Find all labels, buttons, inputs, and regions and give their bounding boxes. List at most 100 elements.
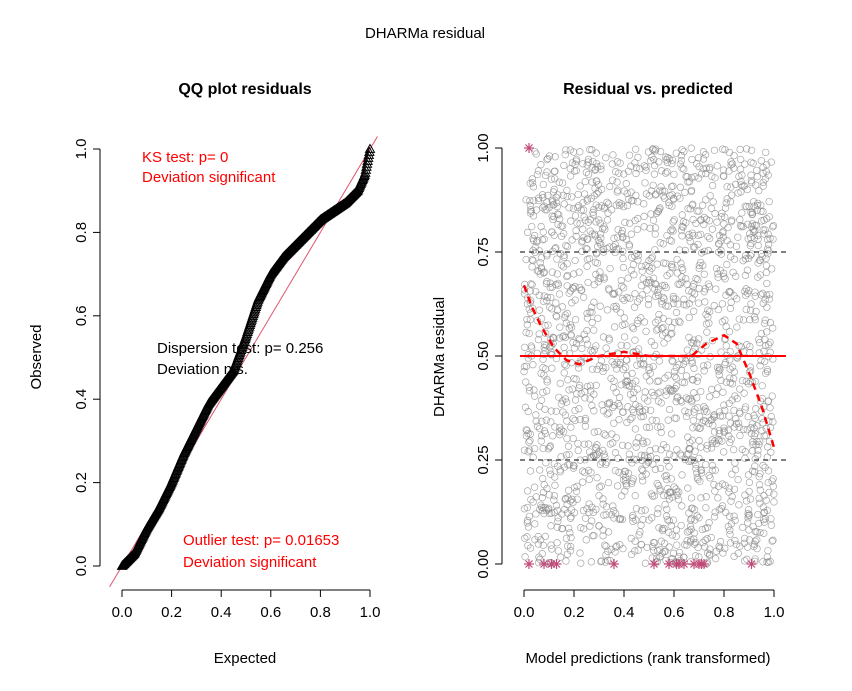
residual-point (642, 327, 650, 336)
residual-point (632, 505, 641, 513)
residual-point (755, 335, 763, 344)
residual-point (526, 437, 534, 445)
residual-point (701, 151, 710, 159)
residual-point (566, 146, 574, 154)
residual-point (686, 205, 694, 213)
residual-point (702, 164, 711, 172)
residual-point (599, 526, 607, 534)
residual-point (625, 242, 634, 250)
residual-point (736, 542, 744, 550)
qq-x-tick-label: 0.8 (310, 604, 331, 621)
residual-point (674, 300, 682, 308)
qq-x-tick-label: 0.2 (161, 604, 182, 621)
residual-point (752, 181, 760, 189)
residual-point (622, 235, 631, 244)
residual-point (634, 546, 642, 554)
residual-point (533, 317, 541, 325)
residual-point (593, 474, 601, 482)
residual-point (688, 504, 697, 512)
residual-point (560, 343, 568, 352)
residual-point (691, 173, 699, 181)
residual-point (573, 495, 581, 503)
residual-point (620, 333, 629, 341)
residual-point (653, 377, 661, 386)
residual-point (746, 348, 754, 357)
residual-point (652, 292, 660, 301)
residual-point (728, 363, 737, 371)
residual-point (747, 158, 755, 166)
residual-point (526, 179, 534, 187)
residual-point (556, 379, 564, 388)
residual-point (586, 308, 594, 316)
residual-point (717, 348, 725, 356)
residual-point (689, 243, 698, 251)
residual-point (684, 484, 692, 492)
residual-point (763, 303, 771, 312)
residual-point (727, 191, 736, 199)
residual-point (732, 540, 741, 549)
residual-point (570, 374, 578, 383)
residual-point (573, 219, 581, 227)
residual-point (692, 461, 700, 469)
residual-point (685, 333, 693, 342)
residual-point (543, 387, 551, 395)
residual-point (564, 494, 572, 502)
residual-point (626, 219, 634, 227)
residual-point (595, 522, 603, 530)
residual-point (599, 532, 607, 540)
residual-point (536, 259, 544, 267)
residual-point (722, 199, 730, 207)
residual-point (665, 517, 673, 525)
residual-point (663, 168, 671, 176)
residual-point (727, 298, 735, 307)
residual-point (638, 472, 646, 481)
residual-point (669, 357, 677, 366)
residual-point (769, 536, 777, 544)
residual-point (697, 170, 706, 178)
residual-point (640, 200, 648, 208)
residual-point (581, 416, 589, 425)
residual-point (757, 201, 765, 209)
residual-point (633, 361, 641, 369)
residual-point (669, 182, 677, 190)
residual-point (566, 287, 575, 295)
residual-point (695, 454, 703, 462)
residual-point (564, 376, 572, 384)
residual-point (770, 490, 778, 498)
residual-point (707, 204, 716, 212)
residual-point (522, 426, 530, 434)
residual-point (764, 546, 772, 555)
residual-point (754, 446, 762, 455)
residual-point (557, 400, 566, 408)
residual-point (661, 329, 670, 337)
residual-point (533, 422, 542, 430)
residual-point (753, 166, 761, 174)
residual-point (769, 235, 777, 243)
residual-point (554, 517, 562, 526)
residual-point (745, 526, 753, 534)
residual-x-tick-label: 0.2 (564, 604, 585, 621)
residual-point (539, 388, 547, 397)
residual-point (713, 363, 722, 372)
residual-point (524, 541, 532, 550)
residual-panel: Residual vs. predicted 0.0 0.2 0.4 0.6 0.8 1.… (431, 81, 786, 667)
outlier-stroke (525, 560, 533, 568)
residual-point (615, 416, 623, 424)
residual-point (722, 322, 730, 331)
residual-point (572, 155, 581, 163)
residual-point (542, 341, 550, 350)
residual-point (521, 343, 529, 352)
residual-point (534, 197, 543, 205)
residual-point (708, 461, 717, 470)
residual-point (681, 407, 689, 415)
residual-point (647, 210, 655, 218)
residual-point (708, 172, 716, 180)
residual-point (685, 287, 693, 295)
residual-point (562, 361, 570, 370)
residual-point (751, 288, 759, 296)
residual-point (582, 168, 591, 177)
residual-point (664, 416, 672, 424)
residual-point (736, 409, 744, 418)
residual-point (683, 346, 691, 354)
residual-point (529, 498, 537, 506)
